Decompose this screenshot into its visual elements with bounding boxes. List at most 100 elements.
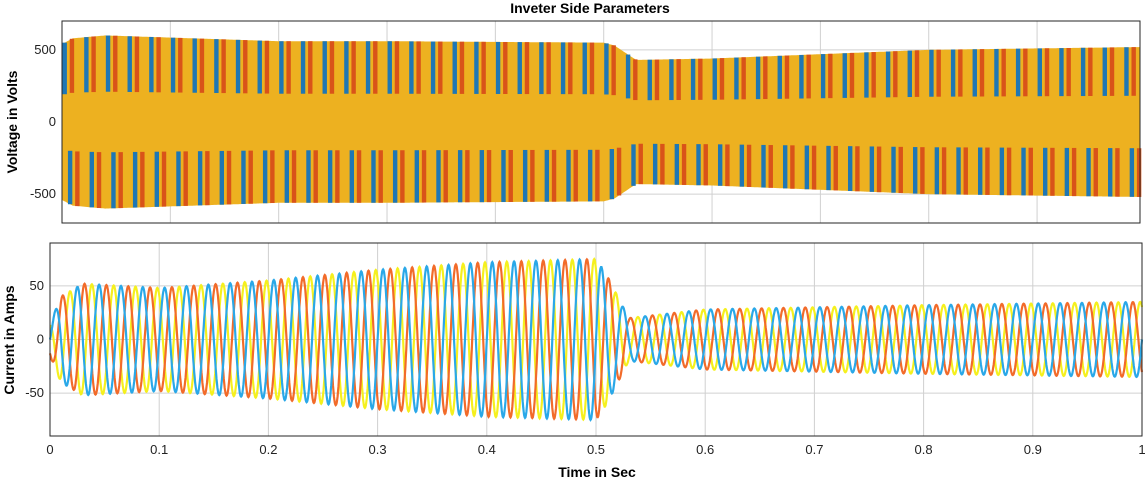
current-xtick-label: 1	[1138, 442, 1145, 457]
voltage-pwm-bar	[197, 151, 203, 206]
voltage-pwm-bar	[611, 45, 616, 96]
voltage-pwm-bar	[855, 146, 860, 192]
voltage-pwm-bar	[799, 54, 804, 99]
voltage-pwm-bar	[149, 36, 154, 93]
voltage-pwm-bar	[847, 146, 853, 192]
voltage-pwm-bar	[977, 147, 983, 195]
voltage-pwm-bar	[669, 59, 674, 101]
voltage-pwm-bar	[907, 50, 912, 98]
current-ytick-label: 50	[30, 278, 44, 293]
voltage-plot-title: Inveter Side Parameters	[510, 0, 670, 16]
voltage-pwm-bar	[257, 40, 262, 94]
voltage-pwm-bar	[486, 150, 492, 203]
voltage-pwm-bar	[999, 147, 1005, 196]
voltage-pwm-bar	[1124, 47, 1129, 96]
voltage-pwm-bar	[660, 143, 665, 185]
voltage-pwm-bar	[373, 41, 378, 94]
voltage-pwm-bar	[842, 53, 847, 98]
voltage-pwm-bar	[127, 36, 132, 92]
current-xtick-label: 0.3	[369, 442, 387, 457]
voltage-pwm-bar	[589, 42, 595, 95]
voltage-pwm-bar	[501, 150, 506, 203]
voltage-pwm-bar	[221, 39, 226, 94]
voltage-pwm-bar	[979, 49, 985, 97]
voltage-pwm-bar	[91, 36, 96, 93]
voltage-pwm-bar	[344, 41, 349, 94]
voltage-series-phase-b	[69, 35, 1142, 209]
voltage-pwm-bar	[84, 37, 89, 93]
voltage-pwm-bar	[270, 150, 275, 204]
voltage-pwm-bar	[725, 144, 730, 187]
voltage-pwm-bar	[430, 41, 436, 94]
voltage-pwm-bar	[676, 59, 681, 101]
voltage-pwm-bar	[994, 48, 999, 97]
voltage-pwm-bar	[248, 150, 253, 204]
voltage-pwm-bar	[741, 57, 746, 100]
voltage-pwm-bar	[69, 38, 75, 93]
voltage-pwm-bar	[761, 144, 766, 188]
voltage-pwm-bar	[436, 150, 441, 203]
voltage-pwm-bar	[75, 151, 80, 207]
voltage-pwm-bar	[782, 145, 788, 189]
voltage-pwm-bar	[1050, 147, 1055, 196]
voltage-pwm-bar	[625, 54, 631, 99]
voltage-pwm-bar	[183, 151, 188, 206]
voltage-pwm-bar	[560, 42, 566, 95]
voltage-pwm-bar	[587, 149, 593, 202]
voltage-pwm-bar	[633, 59, 638, 101]
voltage-pwm-bar	[279, 41, 284, 94]
voltage-pwm-bar	[1131, 47, 1136, 96]
current-plot-frame	[49, 242, 1143, 437]
voltage-pwm-bar	[371, 150, 376, 203]
voltage-pwm-bar	[178, 37, 183, 93]
voltage-pwm-bar	[1088, 47, 1093, 96]
voltage-pwm-bar	[573, 149, 578, 202]
voltage-ytick-label: 500	[34, 42, 56, 57]
voltage-pwm-bar	[503, 41, 508, 94]
voltage-pwm-bar	[1102, 47, 1107, 96]
voltage-pwm-bar	[674, 143, 680, 185]
voltage-pwm-bar	[568, 42, 573, 95]
voltage-pwm-bar	[416, 41, 421, 94]
voltage-pwm-bar	[719, 58, 725, 100]
current-xtick-label: 0.4	[478, 442, 496, 457]
voltage-pwm-bar	[604, 43, 609, 95]
voltage-pwm-bar	[898, 146, 903, 194]
voltage-pwm-bar	[1043, 147, 1048, 196]
voltage-pwm-bar	[459, 41, 465, 94]
voltage-pwm-bar	[156, 37, 161, 93]
voltage-pwm-bar	[205, 151, 210, 206]
voltage-pwm-bar	[869, 146, 875, 192]
voltage-pwm-bar	[474, 41, 479, 94]
voltage-pwm-bar	[306, 150, 311, 203]
voltage-pwm-bar	[1028, 147, 1033, 196]
voltage-pwm-bar	[284, 150, 290, 203]
voltage-pwm-bar	[170, 37, 176, 93]
voltage-pwm-bar	[950, 49, 956, 97]
voltage-y-ticks: -500 0 500	[30, 42, 56, 201]
voltage-pwm-bar	[356, 150, 362, 203]
voltage-pwm-bar	[134, 36, 140, 93]
voltage-pwm-bar	[652, 143, 658, 185]
voltage-pwm-bar	[118, 152, 123, 209]
voltage-plot-frame	[61, 20, 1141, 224]
voltage-pwm-bar	[956, 147, 961, 195]
voltage-pwm-bar	[1093, 148, 1098, 197]
voltage-pwm-bar	[768, 145, 773, 188]
voltage-pwm-bar	[544, 149, 550, 202]
voltage-pwm-bar	[638, 143, 643, 185]
current-xtick-label: 0.6	[696, 442, 714, 457]
voltage-pwm-bar	[132, 151, 138, 208]
current-ytick-label: 0	[37, 332, 44, 347]
voltage-ytick-label: -500	[30, 186, 56, 201]
voltage-pwm-bar	[647, 59, 652, 101]
voltage-pwm-bar	[67, 150, 73, 205]
voltage-pwm-bar	[1037, 48, 1042, 97]
voltage-pwm-bar	[62, 42, 67, 95]
voltage-pwm-bar	[322, 41, 327, 94]
voltage-pwm-bar	[387, 41, 392, 94]
voltage-pwm-bar	[262, 150, 268, 204]
voltage-pwm-bar	[243, 40, 248, 94]
voltage-pwm-bar	[219, 150, 225, 205]
